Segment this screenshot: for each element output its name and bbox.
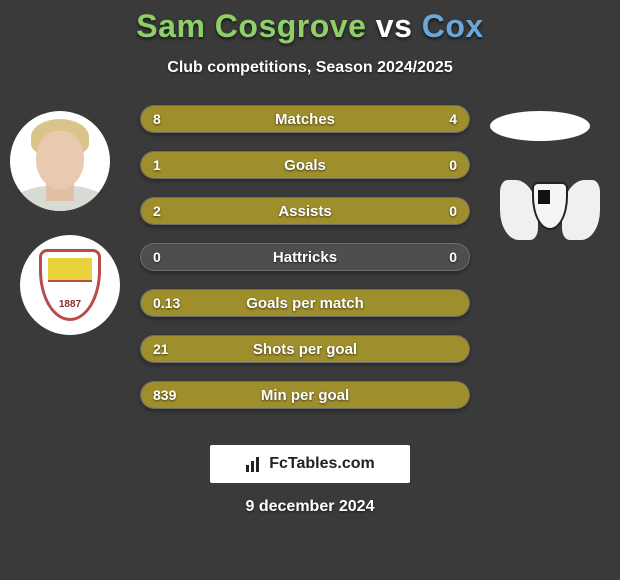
player1-avatar [10,111,110,211]
stat-value-left: 839 [153,382,176,408]
stat-row: 0.13 Goals per match [140,289,470,317]
stat-value-left: 0.13 [153,290,180,316]
brand-chart-icon [245,455,263,473]
stat-label: Shots per goal [253,341,357,358]
stat-row: 21 Shots per goal [140,335,470,363]
stat-rows: 8 4 Matches 1 0 Goals 2 0 Assists 0 0 Hattricks 0.13… [140,105,470,427]
avatar-face [36,131,84,189]
player2-club-badge [500,165,600,255]
stat-value-left: 8 [153,106,161,132]
content: Sam Cosgrove vs Cox Club competitions, S… [0,0,620,580]
title-player1: Sam Cosgrove [136,8,366,44]
title-vs: vs [376,8,413,44]
player1-club-badge: 1887 [20,235,120,335]
stat-value-left: 21 [153,336,169,362]
stat-row: 0 0 Hattricks [140,243,470,271]
stat-value-right: 4 [449,106,457,132]
player2-avatar-placeholder [490,111,590,141]
stat-label: Min per goal [261,387,349,404]
stat-value-left: 0 [153,244,161,270]
stat-label: Hattricks [273,249,337,266]
page-title: Sam Cosgrove vs Cox [0,8,620,45]
title-player2: Cox [422,8,484,44]
stat-row: 2 0 Assists [140,197,470,225]
subtitle: Club competitions, Season 2024/2025 [0,59,620,77]
club-shield-icon: 1887 [39,249,101,321]
stat-label: Goals per match [246,295,364,312]
club-year: 1887 [42,299,98,310]
club-crest-icon [500,170,600,250]
stat-value-right: 0 [449,244,457,270]
stat-row: 839 Min per goal [140,381,470,409]
stat-label: Assists [278,203,331,220]
stat-row: 8 4 Matches [140,105,470,133]
compare-area: 1887 8 4 Matches 1 0 Goals 2 0 Assists 0 0 Hattrick… [0,105,620,425]
stat-label: Goals [284,157,326,174]
stat-value-left: 1 [153,152,161,178]
footer-brand: FcTables.com [210,445,410,483]
footer-brand-text: FcTables.com [269,455,375,473]
stat-label: Matches [275,111,335,128]
stat-value-right: 0 [449,152,457,178]
stat-value-left: 2 [153,198,161,224]
date-text: 9 december 2024 [0,498,620,516]
stat-row: 1 0 Goals [140,151,470,179]
stat-value-right: 0 [449,198,457,224]
